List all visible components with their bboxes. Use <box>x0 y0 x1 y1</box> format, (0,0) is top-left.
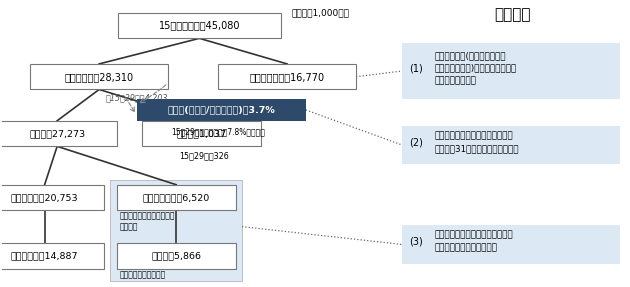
Text: 15歳以上人口　45,080: 15歳以上人口 45,080 <box>159 21 240 30</box>
FancyBboxPatch shape <box>30 64 168 90</box>
Text: 就業者　27,273: 就業者 27,273 <box>29 129 85 138</box>
FancyBboxPatch shape <box>117 243 236 269</box>
Text: 失業者　1,037: 失業者 1,037 <box>176 129 226 138</box>
FancyBboxPatch shape <box>218 64 356 90</box>
Text: ・中高年を中心に自営業者
　が多い: ・中高年を中心に自営業者 が多い <box>120 212 175 232</box>
FancyBboxPatch shape <box>117 185 236 210</box>
Text: 若年層の失業率が相対的に高い。
失業者の31％を若年層が占める。: 若年層の失業率が相対的に高い。 失業者の31％を若年層が占める。 <box>434 131 519 153</box>
FancyBboxPatch shape <box>402 42 620 100</box>
FancyBboxPatch shape <box>137 99 306 121</box>
Text: 15～29歳では失業率＝7.8%　・・・: 15～29歳では失業率＝7.8% ・・・ <box>171 127 265 136</box>
Text: ・15～29歳：4,203: ・15～29歳：4,203 <box>105 94 168 103</box>
Text: 非労働力人口(就業も求職活動
もしていない人)に「隠れ失業者」
が含まれている。: 非労働力人口(就業も求職活動 もしていない人)に「隠れ失業者」 が含まれている。 <box>434 51 517 85</box>
FancyBboxPatch shape <box>118 13 281 38</box>
Text: 賃金労働者　20,753: 賃金労働者 20,753 <box>11 193 78 202</box>
Text: その他　5,866: その他 5,866 <box>151 251 201 260</box>
FancyBboxPatch shape <box>402 126 620 164</box>
Text: 非賃金労働者　6,520: 非賃金労働者 6,520 <box>142 193 210 202</box>
Text: 失業率(失業者/労働力人口)＝3.7%: 失業率(失業者/労働力人口)＝3.7% <box>168 105 275 115</box>
Text: 非労働力人口　16,770: 非労働力人口 16,770 <box>249 72 324 82</box>
Text: (2): (2) <box>410 137 423 147</box>
FancyBboxPatch shape <box>110 181 242 281</box>
Text: 雇用問題: 雇用問題 <box>495 7 531 22</box>
FancyBboxPatch shape <box>0 185 104 210</box>
Text: （単位：1,000人）: （単位：1,000人） <box>292 9 350 18</box>
FancyBboxPatch shape <box>142 121 261 146</box>
Text: 15～29歳：326: 15～29歳：326 <box>180 152 229 160</box>
FancyBboxPatch shape <box>0 121 117 146</box>
Text: ・非正規雇用者が多い: ・非正規雇用者が多い <box>120 271 166 280</box>
Text: 労働力人口　28,310: 労働力人口 28,310 <box>64 72 134 82</box>
FancyBboxPatch shape <box>0 243 104 269</box>
Text: 収入が不十分・不安定な自営業・
非正規雇用が少なくない。: 収入が不十分・不安定な自営業・ 非正規雇用が少なくない。 <box>434 231 513 252</box>
Text: (3): (3) <box>410 236 423 247</box>
Text: 常用労働者　14,887: 常用労働者 14,887 <box>11 251 78 260</box>
FancyBboxPatch shape <box>402 225 620 263</box>
Text: (1): (1) <box>410 63 423 73</box>
